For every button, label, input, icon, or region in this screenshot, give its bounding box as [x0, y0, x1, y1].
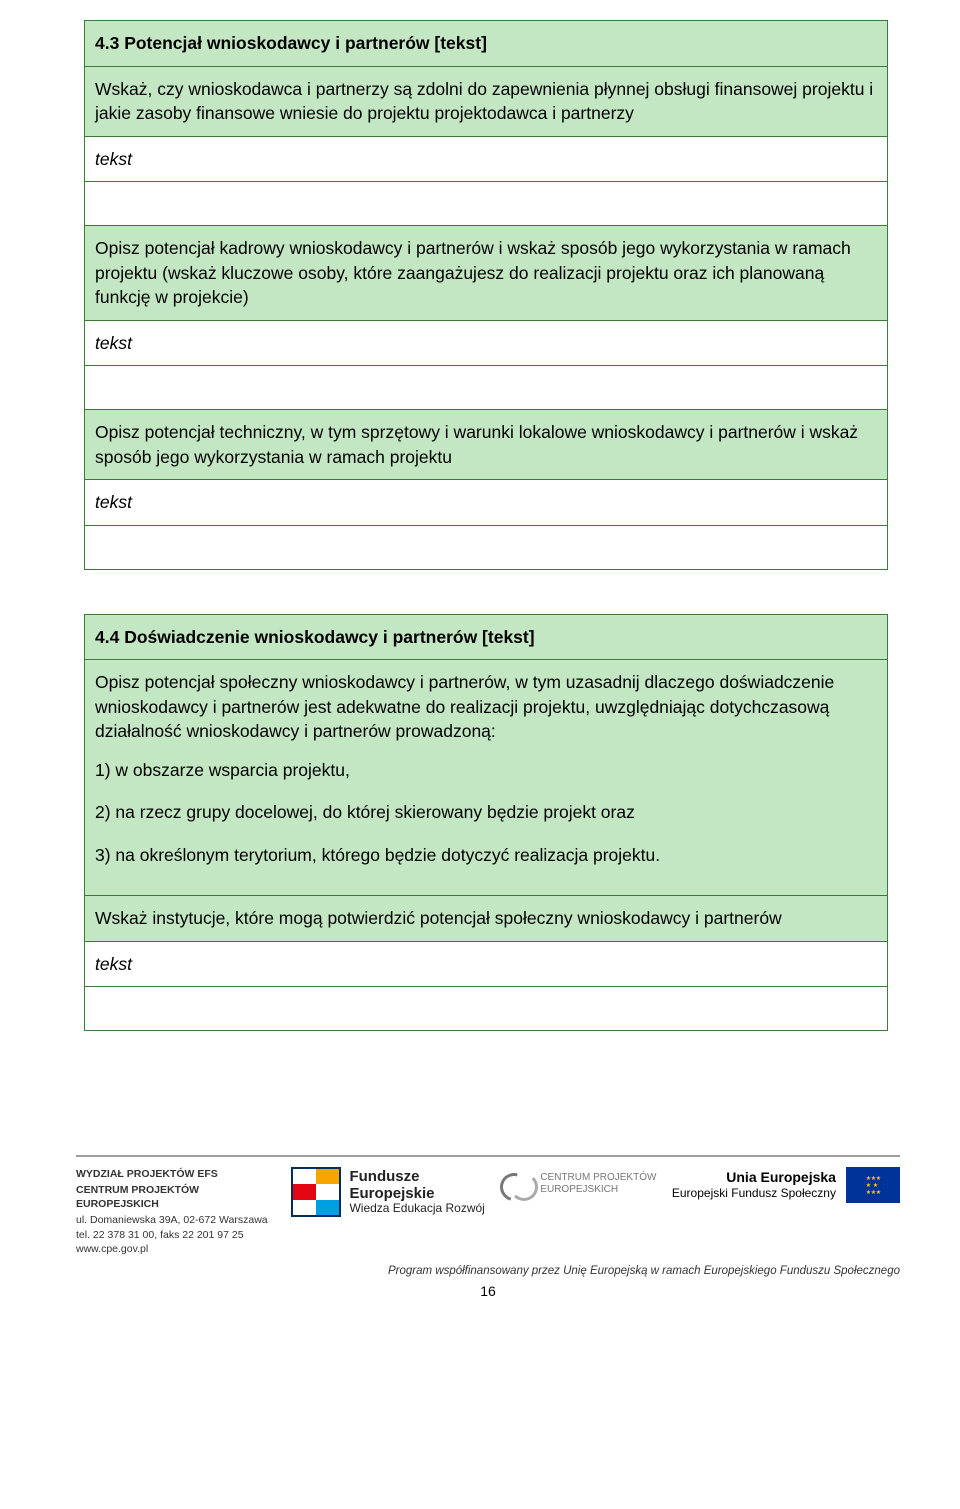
section-4-3-sub2: Opisz potencjał techniczny, w tym sprzęt…: [85, 410, 888, 480]
section-4-3-desc: Wskaż, czy wnioskodawca i partnerzy są z…: [85, 66, 888, 136]
blank-row: [85, 366, 888, 410]
list-item: 2) na rzecz grupy docelowej, do której s…: [95, 800, 877, 825]
list-item: 1) w obszarze wsparcia projektu,: [95, 758, 877, 783]
section-4-3-input-3[interactable]: tekst: [85, 480, 888, 526]
section-4-4-sub1: Wskaż instytucje, które mogą potwierdzić…: [85, 896, 888, 942]
footer-caption: Program współfinansowany przez Unię Euro…: [76, 1265, 900, 1277]
addr-line: ul. Domaniewska 39A, 02-672 Warszawa: [76, 1213, 276, 1228]
section-4-4-table: 4.4 Doświadczenie wnioskodawcy i partner…: [84, 614, 888, 1032]
fe-line: Europejskie: [349, 1185, 484, 1202]
section-4-3-table: 4.3 Potencjał wnioskodawcy i partnerów […: [84, 20, 888, 570]
fundusze-europejskie-logo: Fundusze Europejskie Wiedza Edukacja Roz…: [291, 1167, 484, 1217]
fe-logo-text: Fundusze Europejskie Wiedza Edukacja Roz…: [349, 1168, 484, 1216]
cpe-line: EUROPEJSKICH: [540, 1184, 656, 1196]
fe-line: Wiedza Edukacja Rozwój: [349, 1202, 484, 1216]
page-footer: WYDZIAŁ PROJEKTÓW EFS CENTRUM PROJEKTÓW …: [0, 1141, 960, 1299]
fe-line: Fundusze: [349, 1168, 484, 1185]
cpe-line: CENTRUM PROJEKTÓW: [540, 1172, 656, 1184]
section-4-3-input-2[interactable]: tekst: [85, 320, 888, 366]
blank-row: [85, 182, 888, 226]
eu-flag-icon: ★ ★ ★★ ★★ ★ ★: [846, 1167, 900, 1203]
ue-logo-text: Unia Europejska Europejski Fundusz Społe…: [672, 1169, 836, 1202]
section-4-4-desc-intro: Opisz potencjał społeczny wnioskodawcy i…: [95, 672, 834, 741]
ue-line: Europejski Fundusz Społeczny: [672, 1186, 836, 1201]
section-4-3-input-1[interactable]: tekst: [85, 136, 888, 182]
page-number: 16: [76, 1283, 900, 1299]
cpe-logo-text: CENTRUM PROJEKTÓW EUROPEJSKICH: [540, 1172, 656, 1196]
addr-line: www.cpe.gov.pl: [76, 1242, 276, 1257]
addr-line: CENTRUM PROJEKTÓW EUROPEJSKICH: [76, 1183, 276, 1212]
section-4-3-sub1: Opisz potencjał kadrowy wnioskodawcy i p…: [85, 226, 888, 321]
footer-row: WYDZIAŁ PROJEKTÓW EFS CENTRUM PROJEKTÓW …: [76, 1167, 900, 1257]
blank-row: [85, 525, 888, 569]
footer-address: WYDZIAŁ PROJEKTÓW EFS CENTRUM PROJEKTÓW …: [76, 1167, 276, 1257]
addr-line: WYDZIAŁ PROJEKTÓW EFS: [76, 1167, 276, 1182]
section-4-4-list: 1) w obszarze wsparcia projektu, 2) na r…: [95, 758, 877, 868]
cpe-logo-icon: [500, 1167, 534, 1201]
cpe-logo: CENTRUM PROJEKTÓW EUROPEJSKICH: [500, 1167, 656, 1201]
blank-row: [85, 987, 888, 1031]
unia-europejska-logo: Unia Europejska Europejski Fundusz Społe…: [672, 1167, 900, 1203]
section-4-3-title: 4.3 Potencjał wnioskodawcy i partnerów […: [85, 21, 888, 67]
addr-line: tel. 22 378 31 00, faks 22 201 97 25: [76, 1228, 276, 1243]
page-content: 4.3 Potencjał wnioskodawcy i partnerów […: [0, 0, 960, 1031]
section-4-4-desc: Opisz potencjał społeczny wnioskodawcy i…: [85, 660, 888, 896]
ue-line: Unia Europejska: [672, 1169, 836, 1187]
section-4-4-title: 4.4 Doświadczenie wnioskodawcy i partner…: [85, 614, 888, 660]
footer-divider: [76, 1155, 900, 1157]
section-4-4-input-1[interactable]: tekst: [85, 941, 888, 987]
list-item: 3) na określonym terytorium, którego będ…: [95, 843, 877, 868]
fe-logo-icon: [291, 1167, 341, 1217]
